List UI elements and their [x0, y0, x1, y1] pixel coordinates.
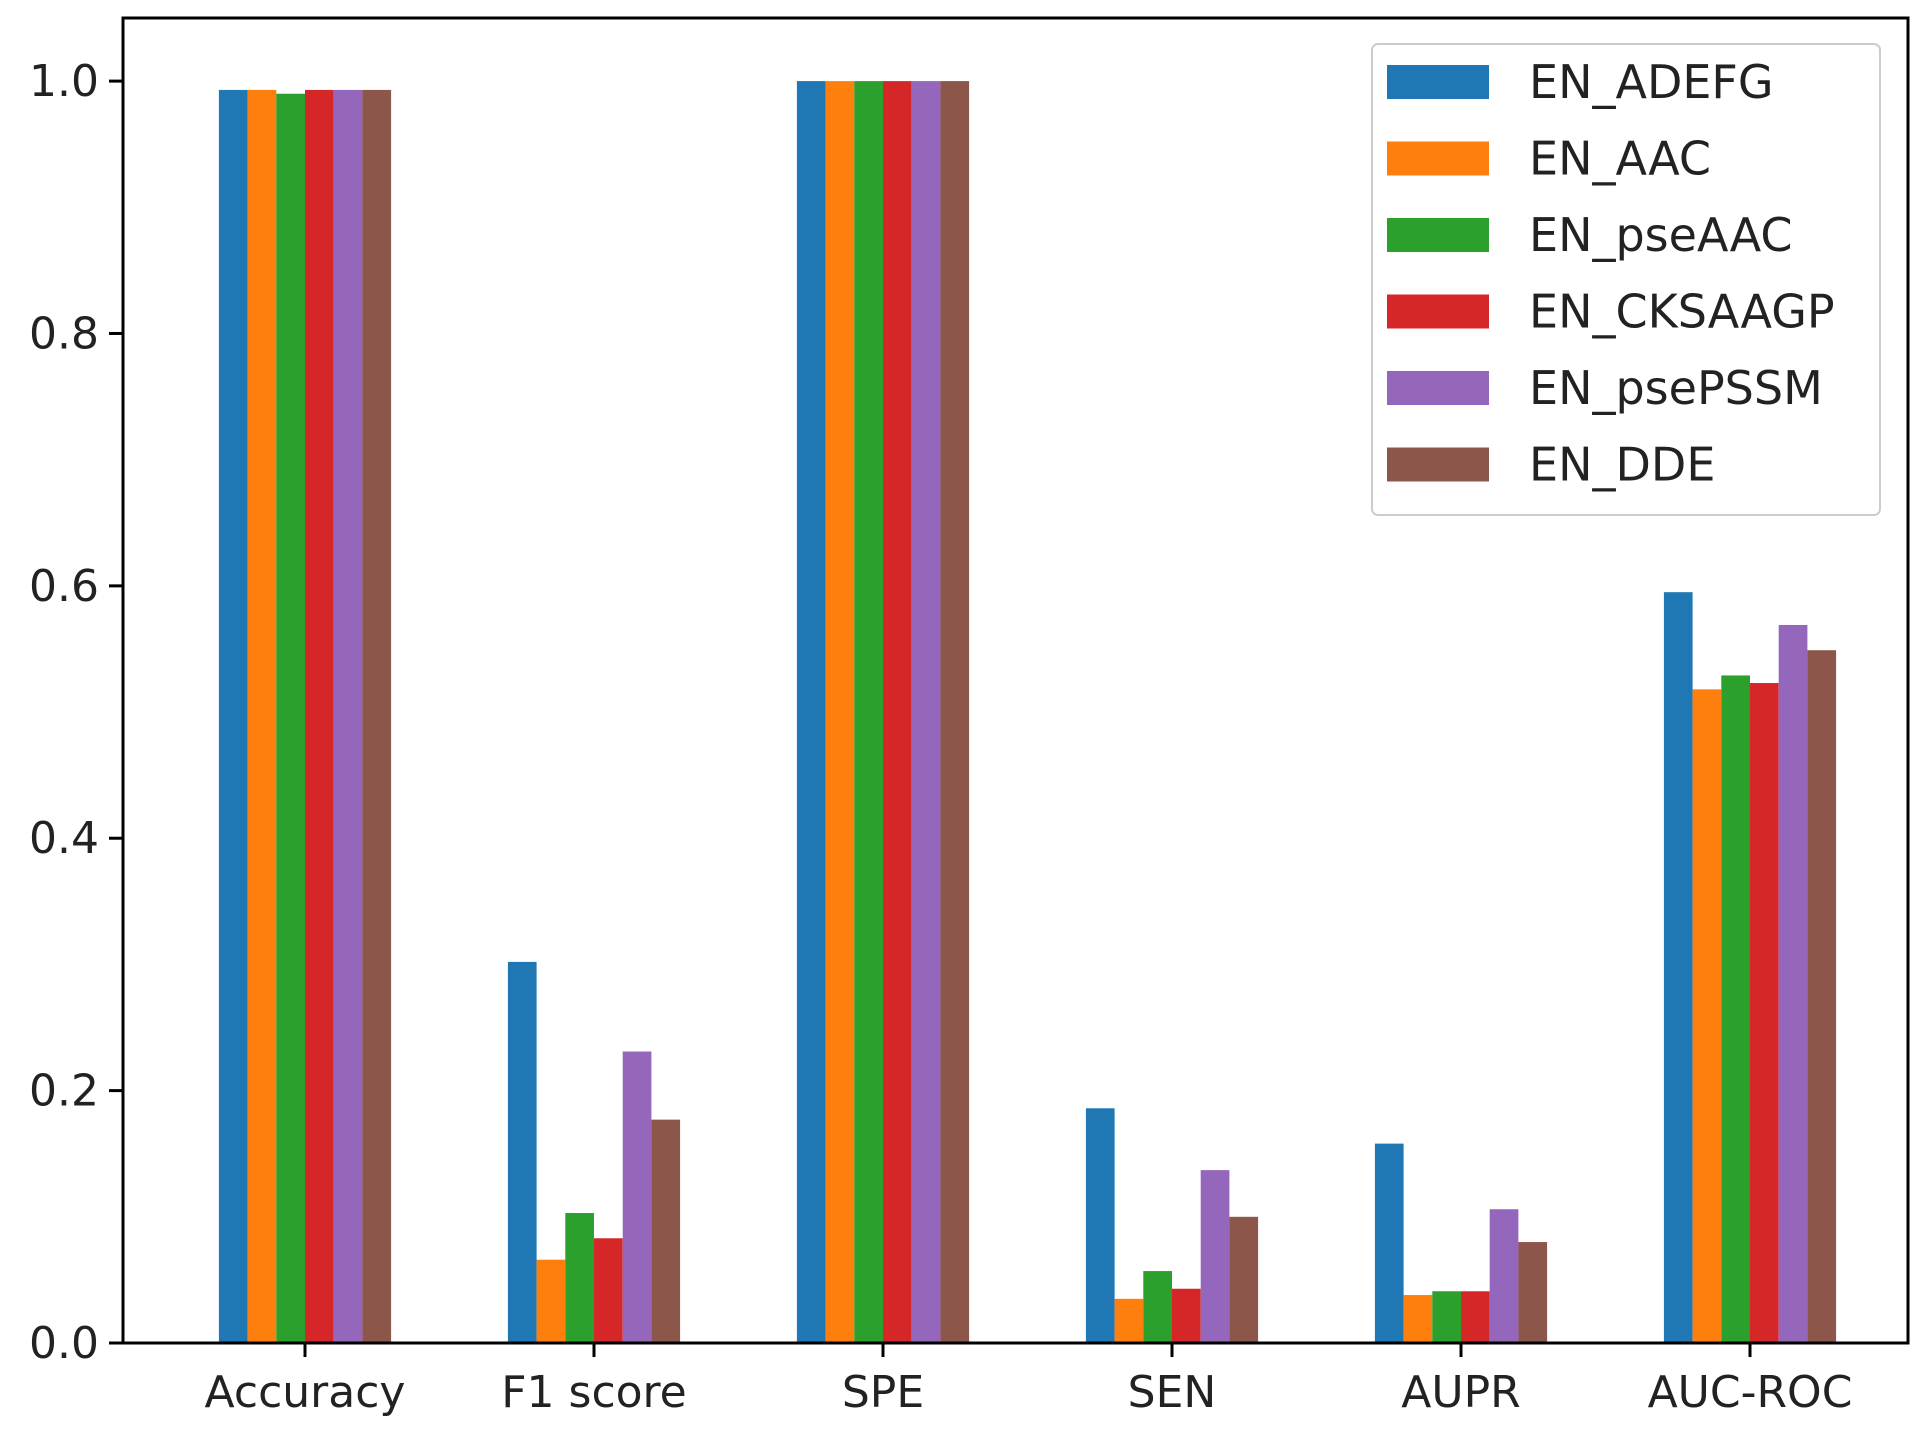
legend-label: EN_ADEFG — [1529, 55, 1774, 109]
series-EN_pseAAC — [276, 81, 1750, 1344]
legend-label: EN_CKSAAGP — [1529, 285, 1835, 339]
bars-layer — [218, 81, 1837, 1344]
x-tick-label: AUC-ROC — [1648, 1367, 1853, 1418]
bar-EN_psePSSM-spe — [911, 81, 941, 1344]
legend-frame — [1371, 43, 1881, 516]
legend-swatch — [1387, 447, 1489, 482]
bar-EN_ADEFG-spe — [796, 81, 826, 1344]
bar-EN_pseAAC-f1-score — [565, 1213, 594, 1343]
series-EN_psePSSM — [333, 81, 1808, 1344]
bar-EN_AAC-spe — [825, 81, 855, 1344]
y-axis: 0.0 0.2 0.4 0.6 0.8 1.0 — [29, 56, 123, 1369]
bar-EN_AAC-auc-roc — [1692, 689, 1722, 1343]
y-tick-label: 0.6 — [29, 561, 99, 612]
y-tick-label: 0.2 — [29, 1066, 99, 1117]
bar-EN_CKSAAGP-accuracy — [305, 89, 334, 1343]
bar-EN_CKSAAGP-sen — [1172, 1288, 1201, 1343]
legend-label: EN_psePSSM — [1529, 361, 1823, 415]
bar-EN_AAC-sen — [1114, 1298, 1144, 1343]
series-EN_AAC — [247, 81, 1722, 1344]
series-EN_CKSAAGP — [305, 81, 1779, 1344]
bar-EN_AAC-aupr — [1403, 1295, 1433, 1343]
bar-EN_DDE-f1-score — [651, 1119, 681, 1343]
series-EN_ADEFG — [218, 81, 1693, 1344]
bar-EN_DDE-spe — [940, 81, 970, 1344]
x-tick-label: Accuracy — [205, 1367, 406, 1418]
legend-entry-EN_DDE: EN_DDE — [1387, 438, 1715, 492]
bar-EN_ADEFG-sen — [1085, 1108, 1115, 1343]
y-tick-label: 1.0 — [29, 56, 99, 107]
bar-EN_ADEFG-auc-roc — [1663, 592, 1693, 1343]
bar-EN_psePSSM-f1-score — [622, 1051, 652, 1343]
legend-entry-EN_CKSAAGP: EN_CKSAAGP — [1387, 285, 1835, 339]
legend-swatch — [1387, 65, 1489, 99]
series-EN_DDE — [362, 81, 1837, 1344]
x-axis: Accuracy F1 score SPE SEN AUPR AUC-ROC — [205, 1343, 1853, 1418]
plot-frame — [121, 16, 1910, 1345]
legend-label: EN_AAC — [1529, 132, 1711, 186]
x-tick-label: AUPR — [1401, 1367, 1520, 1418]
bar-EN_psePSSM-accuracy — [333, 89, 363, 1343]
legend-entry-EN_psePSSM: EN_psePSSM — [1387, 361, 1823, 415]
bar-EN_AAC-f1-score — [536, 1259, 566, 1343]
bar-EN_DDE-aupr — [1518, 1242, 1548, 1343]
bar-EN_ADEFG-accuracy — [218, 89, 248, 1343]
x-tick-label: SEN — [1128, 1367, 1217, 1418]
legend-swatch — [1387, 371, 1489, 405]
x-tick-label: SPE — [842, 1367, 924, 1418]
bar-EN_AAC-accuracy — [247, 89, 277, 1343]
bar-EN_pseAAC-sen — [1143, 1271, 1172, 1343]
bar-EN_CKSAAGP-f1-score — [594, 1238, 623, 1343]
bar-EN_pseAAC-spe — [854, 81, 883, 1344]
bar-EN_ADEFG-f1-score — [507, 961, 537, 1343]
bar-EN_pseAAC-accuracy — [276, 93, 305, 1344]
legend-swatch — [1387, 218, 1489, 252]
legend-entry-EN_pseAAC: EN_pseAAC — [1387, 208, 1792, 262]
bar-EN_psePSSM-sen — [1200, 1170, 1230, 1343]
legend-label: EN_pseAAC — [1529, 208, 1792, 262]
legend: EN_ADEFG EN_AAC EN_pseAAC EN_CKSAAGP EN_pseP… — [1371, 43, 1881, 516]
bar-EN_psePSSM-aupr — [1489, 1209, 1519, 1343]
bar-EN_DDE-sen — [1229, 1216, 1259, 1343]
y-tick-label: 0.4 — [29, 813, 99, 864]
x-tick-label: F1 score — [501, 1367, 687, 1418]
bar-EN_pseAAC-auc-roc — [1721, 675, 1750, 1343]
legend-swatch — [1387, 294, 1489, 329]
bar-EN_CKSAAGP-aupr — [1461, 1291, 1490, 1343]
y-tick-label: 0.8 — [29, 308, 99, 359]
bar-EN_ADEFG-aupr — [1374, 1143, 1404, 1343]
y-tick-label: 0.0 — [29, 1318, 99, 1369]
legend-entry-EN_ADEFG: EN_ADEFG — [1387, 55, 1774, 109]
bar-EN_DDE-accuracy — [362, 89, 392, 1343]
legend-label: EN_DDE — [1529, 438, 1715, 492]
bar-EN_CKSAAGP-auc-roc — [1750, 683, 1779, 1343]
legend-swatch — [1387, 141, 1489, 176]
bar-EN_pseAAC-aupr — [1432, 1291, 1461, 1343]
legend-entry-EN_AAC: EN_AAC — [1387, 132, 1711, 186]
bar-EN_CKSAAGP-spe — [883, 81, 912, 1344]
bar-EN_psePSSM-auc-roc — [1778, 624, 1808, 1343]
bar-EN_DDE-auc-roc — [1807, 650, 1837, 1343]
